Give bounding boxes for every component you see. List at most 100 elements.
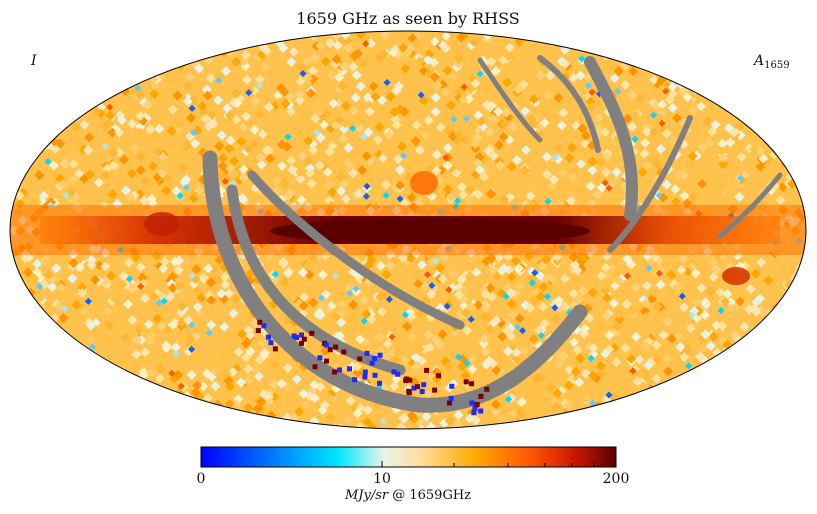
map-pixel xyxy=(196,292,207,303)
map-pixel xyxy=(423,330,434,341)
map-pixel xyxy=(45,337,56,348)
map-pixel xyxy=(559,273,570,284)
map-pixel xyxy=(38,83,48,94)
map-pixel xyxy=(621,299,632,310)
map-pixel xyxy=(106,56,117,67)
map-pixel xyxy=(269,359,280,370)
map-pixel xyxy=(417,259,427,270)
map-pixel xyxy=(182,80,193,91)
map-pixel xyxy=(39,421,50,429)
map-pixel xyxy=(414,344,425,355)
map-pixel xyxy=(756,257,767,268)
map-pixel xyxy=(41,81,52,92)
map-pixel xyxy=(657,99,668,110)
map-pixel xyxy=(83,145,94,156)
map-pixel xyxy=(548,174,559,185)
map-pixel xyxy=(91,106,102,117)
map-pixel xyxy=(630,281,641,292)
map-pixel xyxy=(185,334,196,344)
map-pixel xyxy=(587,370,598,381)
map-pixel xyxy=(473,426,484,429)
map-pixel xyxy=(626,259,637,270)
map-pixel xyxy=(725,364,736,375)
map-pixel-accent xyxy=(172,350,180,358)
colorbar-tick-label-min: 0 xyxy=(197,471,206,487)
map-pixel xyxy=(661,148,672,159)
map-pixel xyxy=(525,302,536,313)
map-pixel xyxy=(717,320,728,331)
map-pixel xyxy=(166,41,177,52)
map-pixel xyxy=(483,313,494,323)
map-pixel xyxy=(81,55,92,66)
map-pixel-speck xyxy=(266,334,271,340)
map-pixel xyxy=(630,46,641,57)
map-pixel xyxy=(147,32,158,43)
map-pixel xyxy=(220,272,230,282)
map-pixel xyxy=(322,167,333,178)
map-pixel xyxy=(666,428,677,429)
map-pixel xyxy=(147,161,158,172)
map-pixel xyxy=(612,266,623,277)
map-pixel xyxy=(755,161,766,172)
map-pixel xyxy=(629,110,640,121)
map-pixel xyxy=(774,40,785,51)
map-pixel xyxy=(570,366,581,377)
map-pixel-speck xyxy=(478,408,484,414)
map-pixel xyxy=(552,388,563,399)
map-pixel xyxy=(732,51,743,62)
map-pixel-accent xyxy=(84,297,92,305)
map-pixel xyxy=(48,160,59,171)
map-pixel xyxy=(546,382,557,393)
map-pixel-accent xyxy=(83,367,92,375)
map-pixel xyxy=(555,351,566,362)
map-pixel xyxy=(512,155,523,166)
map-pixel xyxy=(78,405,89,416)
map-pixel xyxy=(708,85,719,96)
map-pixel xyxy=(488,358,499,369)
map-pixel xyxy=(95,44,105,54)
map-pixel xyxy=(225,381,235,392)
map-pixel xyxy=(240,49,251,60)
map-pixel xyxy=(77,410,88,421)
map-pixel xyxy=(672,381,683,392)
map-pixel xyxy=(130,281,141,292)
map-pixel xyxy=(578,285,589,296)
map-pixel xyxy=(729,127,739,138)
map-pixel xyxy=(90,377,101,388)
map-pixel xyxy=(460,370,471,381)
map-pixel xyxy=(56,66,67,77)
map-pixel-accent xyxy=(476,70,484,78)
map-pixel xyxy=(181,141,192,151)
map-pixel-speck xyxy=(415,384,420,390)
map-pixel xyxy=(602,151,613,162)
map-pixel xyxy=(801,304,806,315)
map-pixel xyxy=(480,346,491,357)
map-pixel xyxy=(70,427,81,429)
map-pixel xyxy=(303,425,314,429)
map-pixel xyxy=(110,398,121,408)
map-pixel xyxy=(747,389,758,399)
map-pixel xyxy=(139,293,150,304)
map-pixel xyxy=(241,352,252,363)
map-pixel-speck xyxy=(424,367,430,373)
map-pixel xyxy=(300,399,311,410)
map-pixel xyxy=(83,425,94,429)
map-pixel xyxy=(14,117,25,128)
scan-stripe-right-4 xyxy=(717,172,783,239)
map-pixel xyxy=(352,408,363,419)
map-pixel xyxy=(112,71,123,81)
map-pixel xyxy=(464,194,475,205)
map-pixel-accent xyxy=(215,76,223,85)
map-pixel xyxy=(107,127,118,138)
map-pixel xyxy=(101,169,112,180)
map-pixel-speck xyxy=(377,352,383,358)
map-pixel xyxy=(596,182,607,193)
map-pixel xyxy=(25,366,35,377)
map-pixel xyxy=(584,313,595,324)
colorbar-label-unit: MJy/sr xyxy=(344,488,389,503)
map-pixel xyxy=(263,145,274,156)
map-pixel xyxy=(259,31,270,42)
map-pixel-accent xyxy=(551,304,559,312)
map-pixel xyxy=(222,410,233,421)
map-pixel xyxy=(95,66,106,77)
